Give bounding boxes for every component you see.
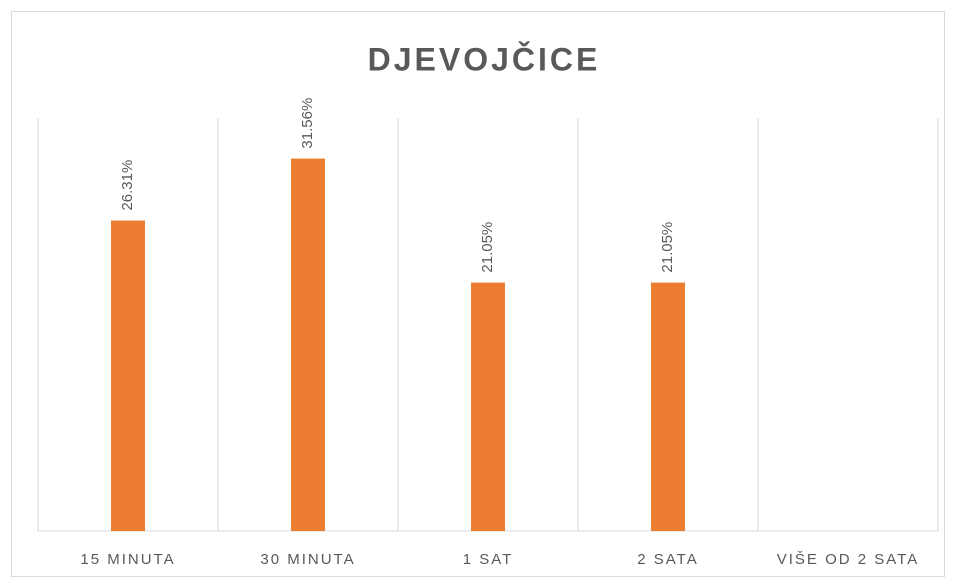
x-tick-label: 2 SATA xyxy=(637,551,698,568)
data-label: 21.05% xyxy=(659,222,676,273)
x-tick-label: 30 MINUTA xyxy=(260,551,355,568)
x-tick-label: 1 SAT xyxy=(463,551,514,568)
bar xyxy=(471,282,505,531)
bar xyxy=(651,282,685,531)
bar xyxy=(111,220,145,532)
x-tick-label: VIŠE OD 2 SATA xyxy=(777,551,919,568)
x-tick-label: 15 MINUTA xyxy=(80,551,175,568)
bar xyxy=(291,158,325,532)
data-label: 26.31% xyxy=(119,160,136,211)
data-label: 31.56% xyxy=(299,98,316,149)
chart-title: DJEVOJČICE xyxy=(368,41,601,77)
data-label: 21.05% xyxy=(479,222,496,273)
